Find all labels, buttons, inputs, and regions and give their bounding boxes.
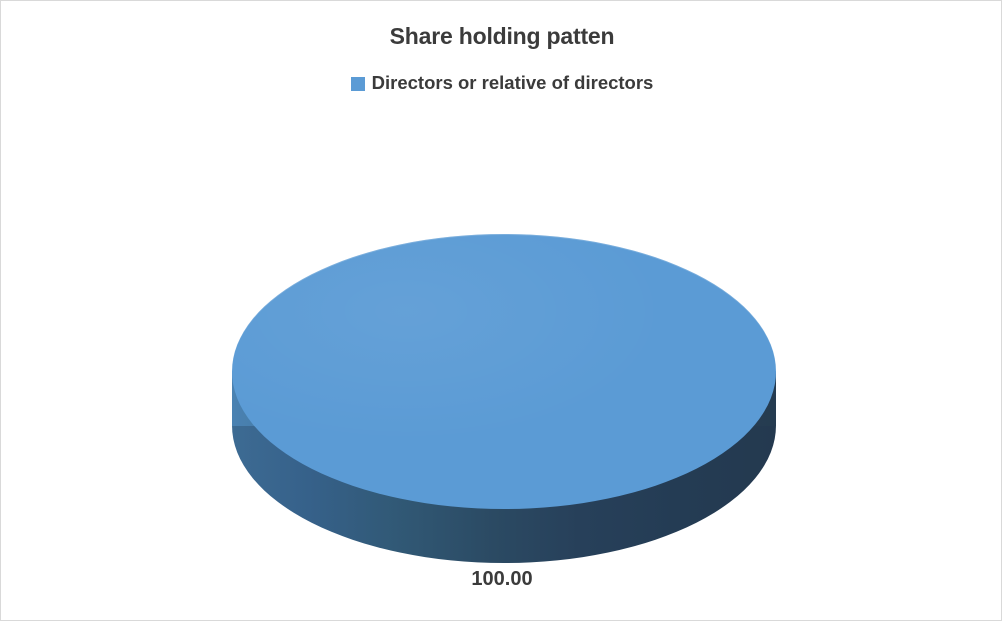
legend-item-directors-or-relative-of-directors[interactable]: Directors or relative of directors: [350, 72, 654, 94]
pie-top-highlight: [232, 234, 776, 509]
pie-data-label: 100.00: [471, 568, 533, 590]
legend-color-swatch-icon: [350, 77, 365, 91]
chart-title: Share holding patten: [389, 23, 615, 49]
pie-chart-3d[interactable]: [232, 234, 776, 563]
legend-item-label: Directors or relative of directors: [371, 72, 654, 93]
chart-legend[interactable]: Directors or relative of directors: [1, 72, 1001, 94]
plot-area: [1, 121, 1001, 591]
pie-slice-directors-or-relative-of-directors[interactable]: [232, 234, 776, 509]
